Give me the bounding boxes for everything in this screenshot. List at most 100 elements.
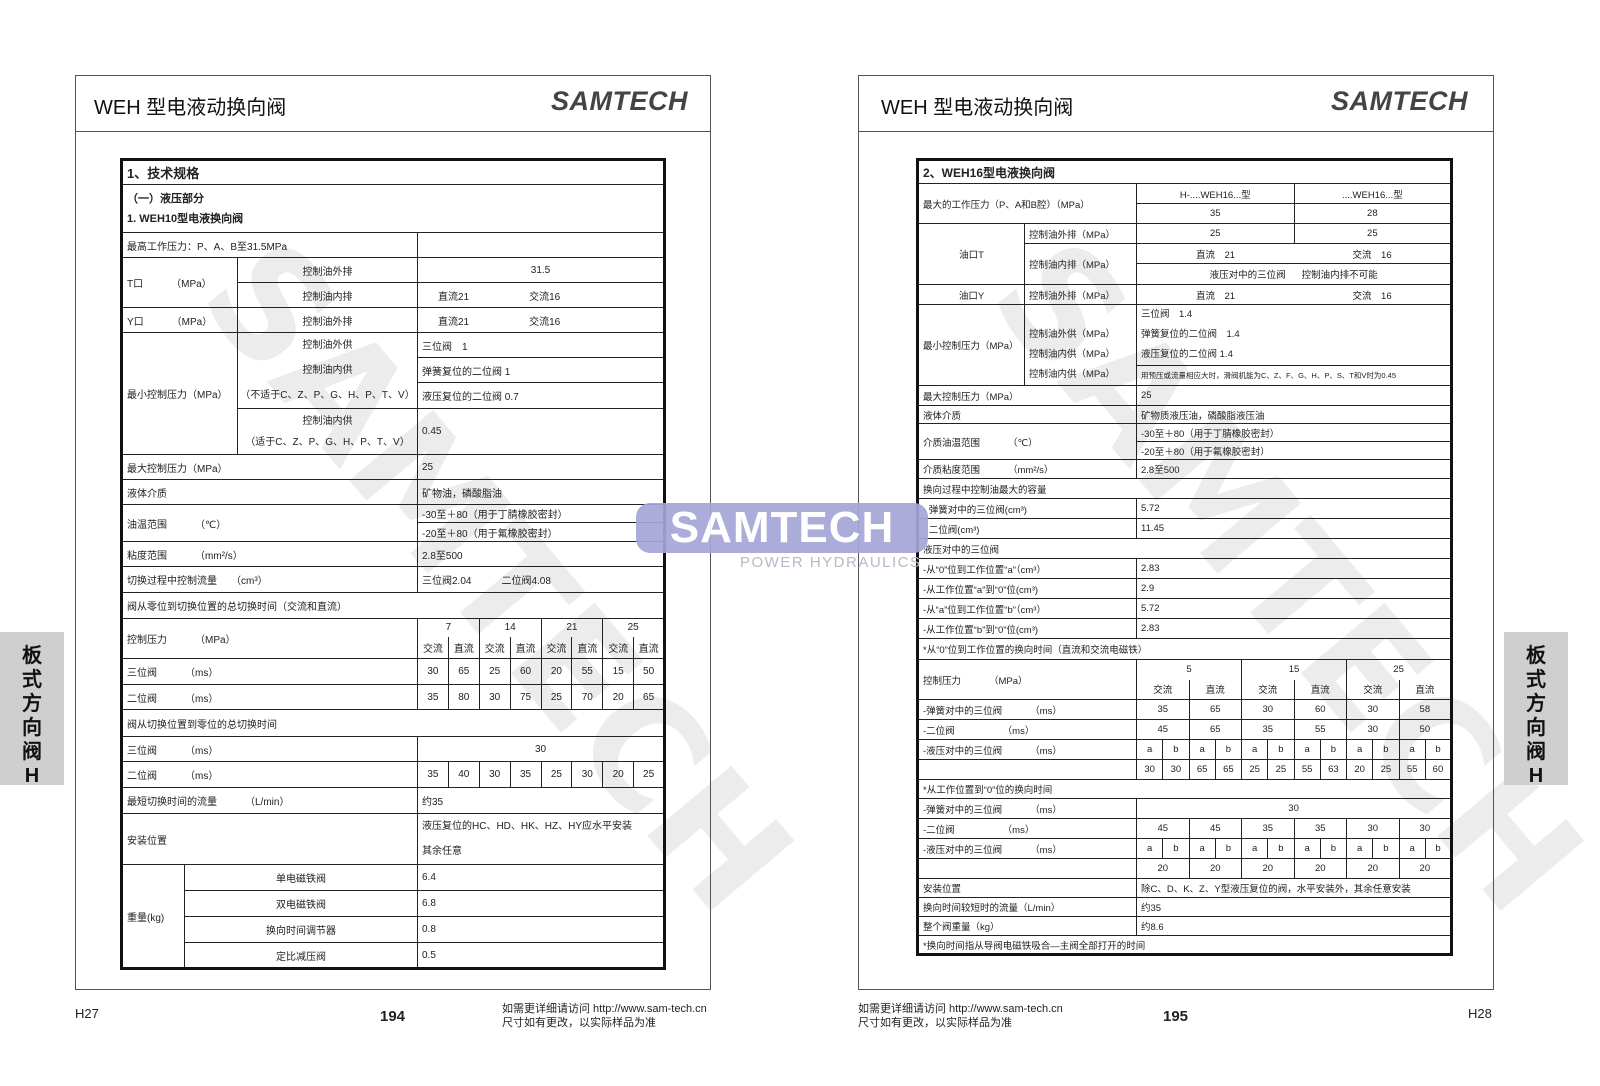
table-title: 2、WEH16型电液换向阀	[916, 159, 1453, 184]
cell-value: 35	[1136, 699, 1190, 720]
ac-header: 交流	[1241, 679, 1295, 700]
cell-value: 60	[1424, 759, 1453, 780]
row-label: 单电磁铁阀	[184, 864, 418, 891]
row-label: 粘度范围 （mm²/s）	[121, 541, 418, 567]
cell-value: 0.5	[416, 942, 666, 969]
row-label: 控制压力 （MPa）	[917, 659, 1137, 700]
a-header: a	[1188, 739, 1216, 760]
cell-value: 直流 21	[1136, 284, 1294, 305]
y-port-label: 油口Y	[917, 284, 1025, 305]
side-tab-left: 板式方向阀H	[0, 632, 64, 787]
table-title: 1、技术规格	[120, 159, 666, 185]
row-label: -二位阀 （ms）	[917, 818, 1137, 839]
row-label: 二位阀 （ms）	[121, 761, 418, 788]
pressure-header: 5	[1136, 659, 1242, 680]
cell-value: 液压复位的HC、HD、HK、HZ、HY应水平安装 其余任意	[416, 813, 666, 865]
page-title: WEH 型电液动换向阀	[94, 97, 287, 119]
supply-labels: 控制油外供 控制油内供 （不适于C、Z、P、G、H、P、T、V）	[237, 332, 418, 409]
cell-value: 30	[1346, 818, 1400, 839]
cell-value: 35	[417, 684, 449, 710]
cell-value: 直流21 交流16	[416, 307, 666, 333]
cell-value: 55	[571, 658, 604, 685]
cell-value: 35	[1293, 818, 1347, 839]
type-header: ....WEH16...型	[1293, 183, 1453, 204]
a-header: a	[1345, 739, 1374, 760]
cell-value: 28	[1293, 203, 1453, 224]
cell-value: 20	[1136, 858, 1190, 879]
min-pressure-label: 最小控制压力（MPa）	[917, 304, 1025, 386]
row-label: 换向时间调节器	[184, 916, 418, 943]
row-label: -二位阀 （ms）	[917, 719, 1137, 740]
dc-header: 直流	[633, 636, 666, 659]
page-number: 194	[380, 1008, 406, 1025]
cell-value: 30	[478, 684, 511, 710]
header-divider	[76, 131, 710, 132]
cell-value: 25	[540, 684, 573, 710]
supply-labels: 控制油外供（MPa） 控制油内供（MPa） 控制油内供（MPa）	[1024, 304, 1137, 386]
cell-value: 60	[509, 658, 542, 685]
cell-value: 2.83	[1135, 618, 1453, 639]
cell-value: 2.8至500	[416, 541, 666, 567]
row-label: -从“a”位到工作位置“b”（cm³）	[917, 598, 1137, 619]
cell-value: 20	[602, 761, 635, 788]
cell-value: 约35	[1135, 897, 1453, 917]
row-label: 最大的工作压力（P、A和B腔）（MPa）	[917, 183, 1137, 224]
y-port-label: Y口 （MPa）	[121, 307, 238, 333]
cell-value: -30至＋80（用于丁腈橡胶密封）	[1135, 423, 1453, 442]
cell-value: 5.72	[1135, 498, 1453, 519]
footer-note: 如需更详细请访问 http://www.sam-tech.cn 尺寸如有更改，以实…	[858, 1003, 1063, 1029]
cell-value: 用预压或流量相应大时，滑阀机能为C、Z、F、G、H、P、S、T和V时为0.45	[1135, 365, 1453, 386]
cell-value: 6.4	[416, 864, 666, 891]
t-port-label: 油口T	[917, 223, 1025, 285]
cell-value: 30	[571, 761, 604, 788]
cell-value: 65	[1188, 719, 1242, 740]
cell-value: 25	[1267, 759, 1295, 780]
cell-value: 30	[1398, 818, 1453, 839]
cell-value: 30	[1346, 719, 1400, 740]
min-pressure-label: 最小控制压力（MPa）	[121, 332, 238, 455]
cell-value: 65	[1188, 759, 1216, 780]
cell-value: 20	[1346, 858, 1400, 879]
cell-value: 25	[1372, 759, 1400, 780]
pressure-header: 14	[478, 618, 542, 637]
row-label: 双电磁铁阀	[184, 890, 418, 917]
section-heading: （一）液压部分 1. WEH10型电液换向阀	[120, 184, 666, 233]
cell-value: 40	[447, 761, 480, 788]
b-header: b	[1372, 838, 1400, 859]
row-label: 介质粘度范围 （mm²/s）	[917, 459, 1137, 479]
row-label: 最大控制压力（MPa）	[121, 454, 418, 480]
row-label: 安装位置	[121, 813, 418, 865]
b-header: b	[1424, 838, 1453, 859]
cell-value: 30	[416, 736, 666, 762]
row-label: 控制压力 （MPa）	[121, 618, 418, 659]
cell-value: 2.83	[1135, 558, 1453, 579]
cell-value: 55	[1293, 759, 1321, 780]
a-header: a	[1398, 739, 1426, 760]
cell-value: 60	[1293, 699, 1347, 720]
cell-value: 液压复位的二位阀 0.7	[416, 382, 666, 409]
row-label: 最大控制压力（MPa）	[917, 385, 1137, 406]
cell-value: 矿物质液压油，磷酸脂液压油	[1135, 405, 1453, 424]
cell-value: -20至＋80（用于氟橡胶密封）	[416, 522, 666, 542]
row-label: - 弹簧对中的三位阀(cm³)	[917, 498, 1137, 519]
cell-value: 35	[1136, 203, 1295, 224]
row-label: 控制油内排	[237, 282, 418, 308]
right-page-frame: WEH 型电液动换向阀 SAMTECH	[858, 75, 1494, 990]
t-port-label: T口 （MPa）	[121, 257, 238, 308]
cell-value: 45	[1136, 719, 1190, 740]
cell-value: 65	[1214, 759, 1243, 780]
center-logo-subtitle: POWER HYDRAULICS	[740, 554, 922, 571]
type-header: H-....WEH16...型	[1136, 183, 1295, 204]
left-page-frame: WEH 型电液动换向阀 SAMTECH	[75, 75, 711, 990]
a-header: a	[1240, 739, 1269, 760]
cell-value: 0.8	[416, 916, 666, 943]
cell-value: 20	[1241, 858, 1295, 879]
row-label: -从工作位置“a”到“0”位(cm³)	[917, 578, 1137, 599]
cell-value: 弹簧复位的二位阀 1	[416, 357, 666, 383]
cell-value: 45	[1136, 818, 1190, 839]
ac-header: 交流	[1346, 679, 1400, 700]
cell-value: 65	[447, 658, 480, 685]
b-header: b	[1372, 739, 1400, 760]
cell-value: 约35	[416, 787, 666, 814]
subsection-row: 阀从切换位置到零位的总切换时间	[120, 709, 666, 737]
